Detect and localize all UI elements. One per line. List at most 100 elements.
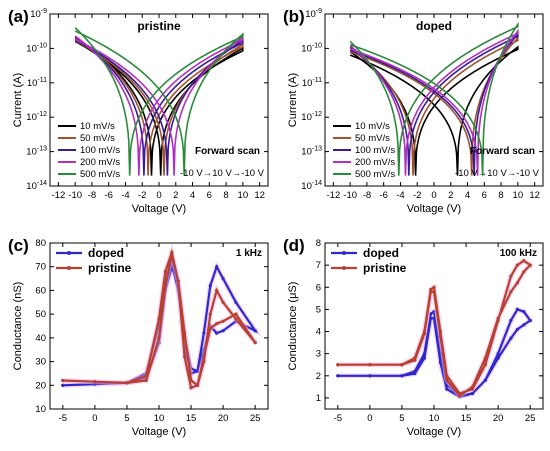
series-point-2	[163, 269, 167, 274]
x-tick-label: -6	[104, 190, 112, 201]
legend-label: 200 mV/s	[355, 157, 395, 168]
legend-label: 200 mV/s	[80, 157, 120, 168]
y-tick-label: 10-13	[301, 146, 322, 158]
series-point-2	[509, 290, 513, 294]
x-tick-label: 4	[465, 190, 470, 201]
x-tick-label: 15	[186, 413, 197, 424]
x-tick-label: 25	[250, 413, 261, 424]
series-point-1	[368, 374, 372, 378]
legend-label: pristine	[88, 261, 132, 275]
series-point-2	[176, 279, 180, 283]
series-point-1	[221, 277, 225, 281]
y-tick-label: 10-12	[26, 111, 47, 123]
series-point-2	[221, 300, 225, 304]
series-point-1	[515, 327, 520, 331]
y-tick-label: 7	[316, 260, 321, 271]
x-tick-label: 2	[448, 190, 453, 201]
series-point-2	[215, 322, 219, 326]
series-point-2	[522, 270, 526, 274]
series-point-1	[470, 391, 475, 396]
series-point-2	[509, 274, 513, 278]
x-tick-label: -2	[413, 190, 421, 201]
series-line-3	[349, 31, 519, 176]
panel-1: (a) -12 -10 -8 -6 -4 -2 0 2 4 6 8 10 12 10-14 10-13 10-1…	[8, 7, 269, 215]
series-point-2	[458, 394, 462, 398]
series-point-1	[234, 300, 238, 304]
series-point-2	[144, 378, 148, 383]
series-point-2	[234, 317, 238, 321]
series-point-2	[496, 318, 500, 323]
x-tick-label: 25	[525, 413, 536, 424]
legend-label: 10 mV/s	[80, 121, 115, 132]
frequency-label: 1 kHz	[236, 248, 262, 259]
series-point-2	[422, 332, 426, 336]
y-tick-label: 10-14	[301, 180, 322, 192]
series-point-1	[400, 374, 404, 378]
series-point-1	[215, 331, 219, 335]
series-point-2	[413, 358, 417, 362]
y-tick-label: 70	[35, 262, 46, 273]
series-point-1	[413, 372, 417, 376]
y-tick-label: 10-9	[30, 8, 47, 20]
panel-letter: (a)	[8, 7, 29, 26]
series-point-2	[438, 334, 442, 338]
series-point-2	[413, 356, 417, 360]
plot-area	[61, 243, 263, 392]
x-tick-label: 6	[482, 190, 487, 201]
series-point-2	[208, 312, 212, 316]
panel-3: (c) -5 0 5 10 15 20 25 10 20 30 40 50 60 70 80 Voltage (…	[8, 236, 269, 438]
legend-label: doped	[88, 246, 124, 260]
y-tick-label: 4	[316, 327, 321, 338]
series-point-2	[445, 374, 449, 378]
series-point-1	[528, 318, 532, 323]
series-point-2	[422, 329, 426, 334]
y-tick-label: 10-9	[305, 8, 322, 20]
series-point-1	[445, 387, 449, 391]
series-point-2	[515, 281, 520, 285]
x-tick-label: -8	[88, 190, 96, 201]
annotation-title: Forward scan	[470, 146, 535, 157]
series-point-2	[221, 319, 225, 323]
y-tick-label: 10-10	[26, 42, 47, 54]
y-tick-label: 1	[316, 393, 321, 404]
x-tick-label: 10	[154, 413, 165, 424]
y-axis-label: Current (A)	[12, 73, 24, 127]
series-point-2	[202, 355, 206, 359]
series-line-5	[74, 27, 244, 176]
x-tick-label: -12	[52, 190, 66, 201]
series-point-1	[496, 352, 500, 356]
series-point-2	[432, 285, 436, 289]
series-line-1	[337, 308, 532, 398]
series-point-2	[515, 263, 520, 267]
series-point-2	[202, 360, 206, 364]
series-point-1	[61, 383, 65, 387]
y-tick-label: 20	[35, 380, 46, 391]
panel-2: (b) -12 -10 -8 -6 -4 -2 0 2 4 6 8 10 12 10-14 10-13 10-1…	[283, 7, 544, 215]
x-tick-label: 0	[156, 190, 161, 201]
x-tick-label: -8	[363, 190, 371, 201]
legend-marker	[67, 266, 71, 270]
series-point-1	[522, 323, 526, 327]
series-point-1	[413, 369, 417, 373]
panel-letter: (c)	[8, 236, 29, 255]
series-point-2	[183, 355, 187, 359]
x-tick-label: -2	[138, 190, 146, 201]
series-point-1	[509, 336, 513, 340]
legend-marker	[67, 251, 71, 255]
legend-label: 100 mV/s	[80, 145, 120, 156]
y-tick-label: 30	[35, 357, 46, 368]
y-tick-label: 6	[316, 282, 321, 293]
series-point-1	[496, 356, 500, 360]
series-point-2	[195, 383, 200, 387]
y-tick-label: 10-14	[26, 180, 47, 192]
series-point-2	[429, 287, 433, 292]
series-point-2	[163, 284, 167, 288]
series-point-2	[170, 250, 174, 255]
y-tick-label: 10	[35, 404, 46, 415]
series-line-1	[349, 45, 519, 176]
x-axis-label: Voltage (V)	[132, 203, 186, 215]
series-point-2	[483, 356, 487, 360]
series-point-1	[221, 329, 225, 333]
series-point-2	[368, 363, 372, 367]
